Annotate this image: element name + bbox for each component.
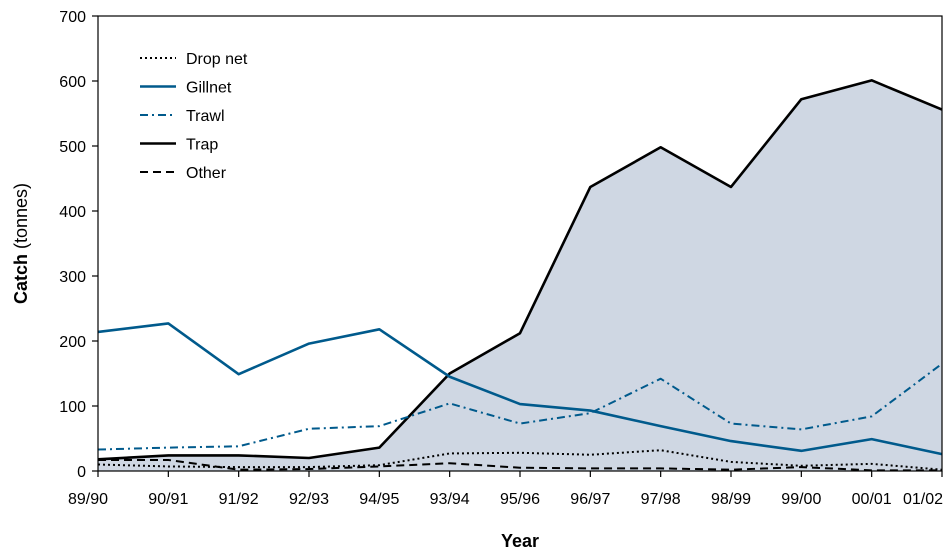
series-layer xyxy=(97,79,943,472)
x-axis: 89/90 90/91 91/92 92/93 94/95 93/94 95/96 96/97… xyxy=(68,471,943,508)
y-tick-label: 600 xyxy=(59,74,86,91)
x-tick-label: 99/00 xyxy=(781,491,821,508)
y-axis: 0 100 200 300 400 500 600 700 xyxy=(59,9,98,481)
y-tick-label: 200 xyxy=(59,334,86,351)
x-tick-label: 94/95 xyxy=(359,491,399,508)
legend-label-gillnet: Gillnet xyxy=(186,80,232,97)
y-tick-label: 100 xyxy=(59,399,86,416)
x-tick-label: 95/96 xyxy=(500,491,540,508)
x-tick-label: 91/92 xyxy=(219,491,259,508)
x-tick-label: 01/02 xyxy=(903,491,943,508)
x-tick-label: 93/94 xyxy=(430,491,470,508)
drop-net-series-line xyxy=(97,449,943,471)
x-tick-label: 00/01 xyxy=(852,491,892,508)
legend-label-other: Other xyxy=(186,165,227,182)
y-tick-label: 300 xyxy=(59,269,86,286)
x-tick-label: 90/91 xyxy=(148,491,188,508)
other-series-line xyxy=(98,458,942,472)
legend: Drop net Gillnet Trawl Trap Other xyxy=(140,51,248,182)
legend-label-trawl: Trawl xyxy=(186,108,225,125)
x-tick-label: 98/99 xyxy=(711,491,751,508)
trap-area xyxy=(98,80,942,471)
legend-label-trap: Trap xyxy=(186,137,218,154)
gillnet-series-line xyxy=(97,322,943,456)
x-tick-label: 96/97 xyxy=(570,491,610,508)
x-tick-label: 89/90 xyxy=(68,491,108,508)
y-axis-title-main: Catch xyxy=(11,254,31,304)
y-tick-label: 400 xyxy=(59,204,86,221)
trap-series-line xyxy=(97,79,943,461)
legend-label-drop-net: Drop net xyxy=(186,51,248,68)
x-tick-label: 97/98 xyxy=(641,491,681,508)
y-tick-label: 0 xyxy=(77,464,86,481)
y-axis-title-unit: (tonnes) xyxy=(11,183,31,254)
x-tick-label: 92/93 xyxy=(289,491,329,508)
trap-area-layer xyxy=(98,80,942,471)
y-axis-title: Catch (tonnes) xyxy=(11,183,31,304)
y-tick-label: 700 xyxy=(59,9,86,26)
y-tick-label: 500 xyxy=(59,139,86,156)
x-axis-title: Year xyxy=(501,531,539,551)
